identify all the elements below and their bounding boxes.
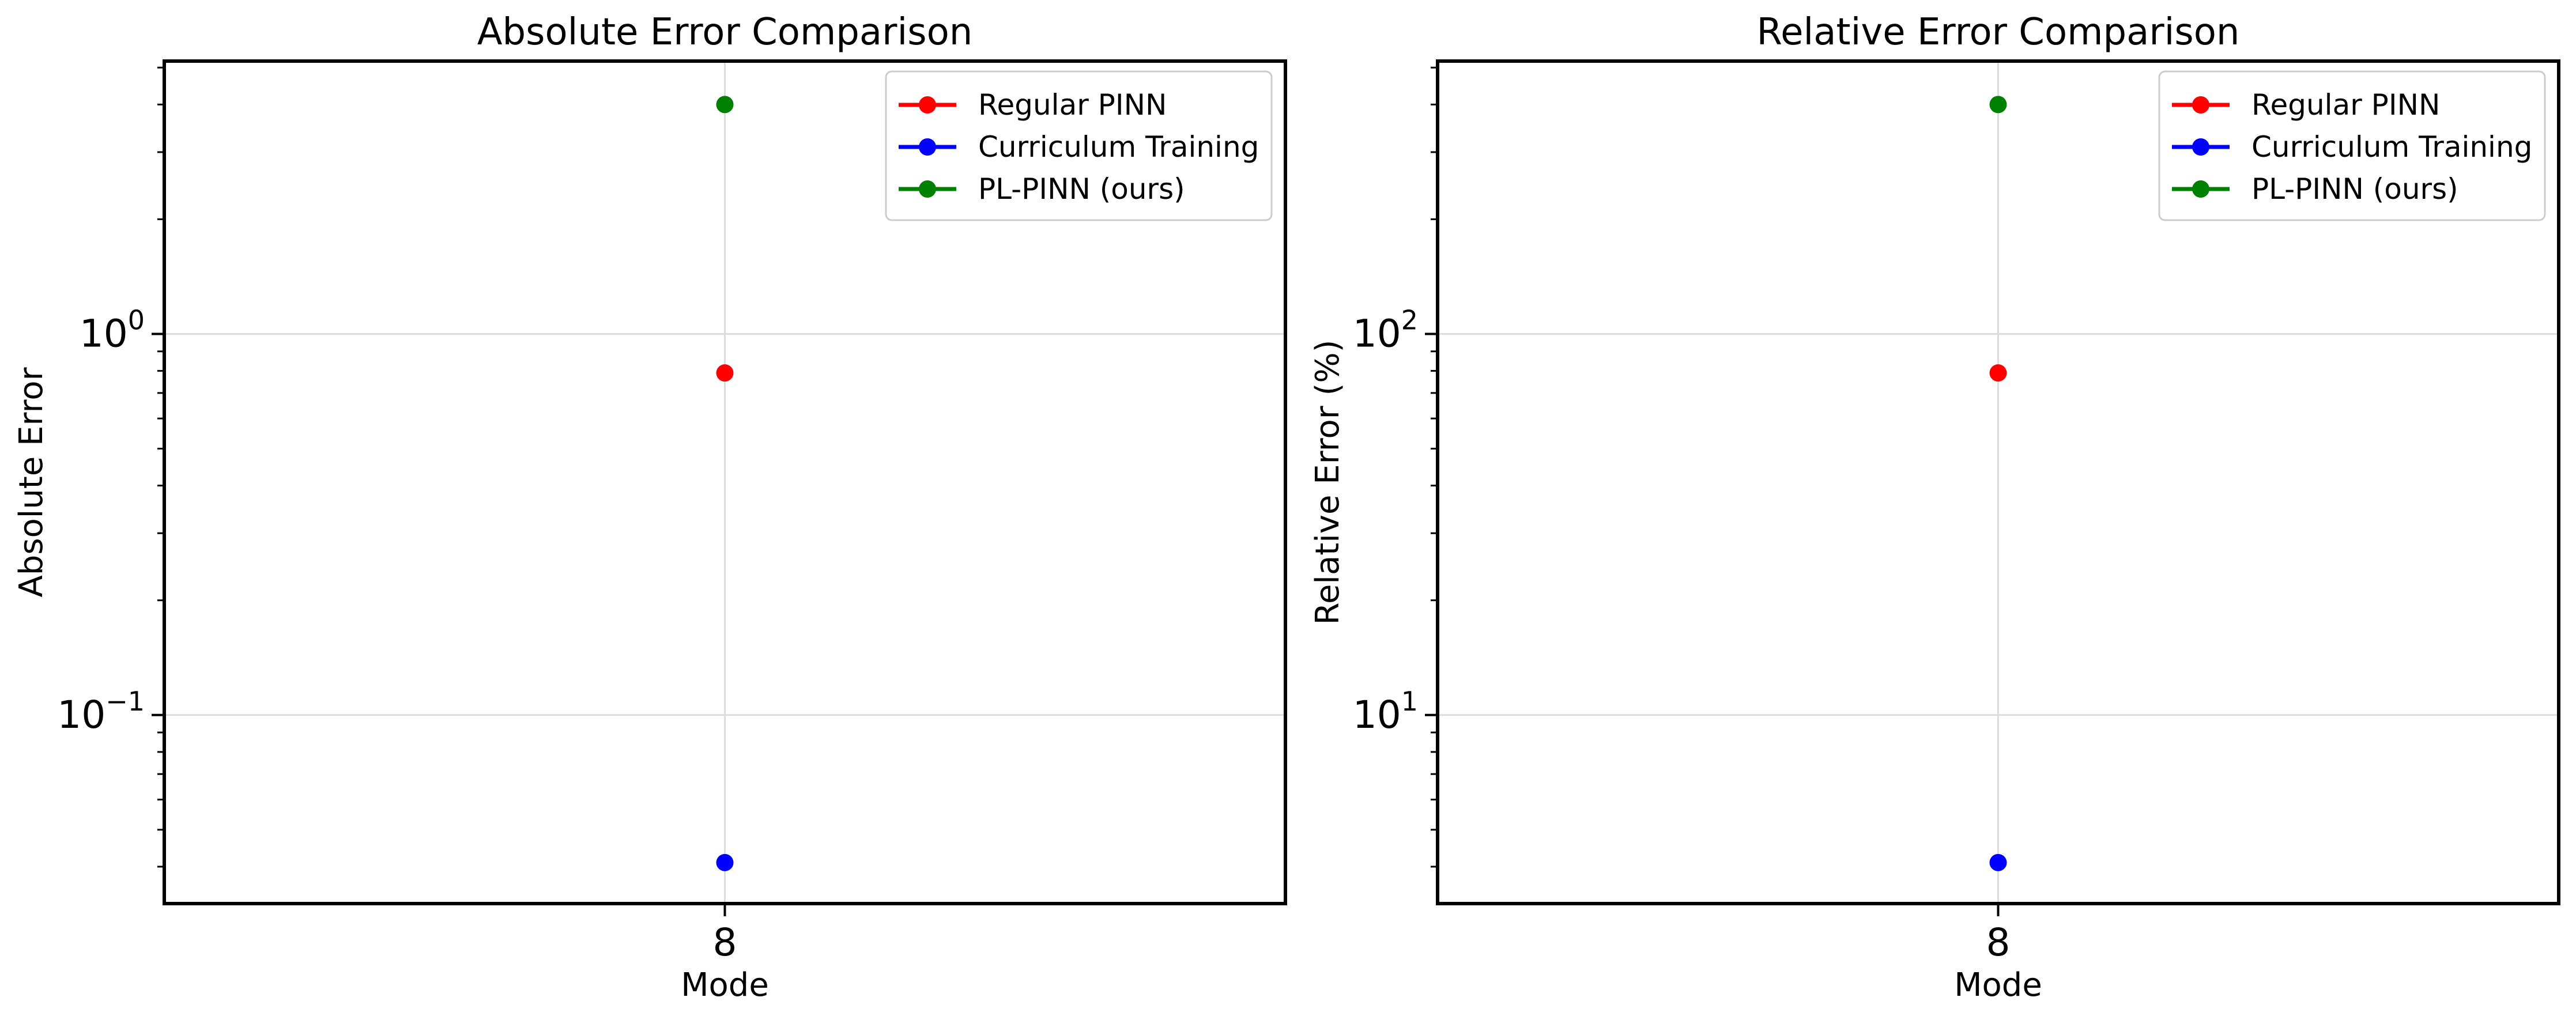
legend-marker xyxy=(919,96,936,114)
legend-label: PL-PINN (ours) xyxy=(2251,172,2458,206)
data-point-curriculum-training xyxy=(1989,853,2007,871)
data-point-pl-pinn-ours xyxy=(716,96,734,114)
y-axis-label: Relative Error (%) xyxy=(1309,340,1347,625)
chart-title: Relative Error Comparison xyxy=(1757,11,2240,54)
chart-panel-1: 10−1 100 8 Absolute Error Comparison Mode Abs… xyxy=(13,11,1287,1004)
legend-marker xyxy=(919,138,936,156)
x-axis-label: Mode xyxy=(1954,966,2042,1004)
data-point-curriculum-training xyxy=(716,853,734,871)
x-axis-label: Mode xyxy=(681,966,769,1004)
legend: Regular PINN Curriculum Training PL-PINN (… xyxy=(2158,70,2546,221)
legend-marker xyxy=(919,180,936,198)
data-point-regular-pinn xyxy=(716,364,734,382)
y-tick-label: 102 xyxy=(1353,304,1418,356)
legend-box xyxy=(885,70,1273,221)
legend-label: Regular PINN xyxy=(2251,88,2440,122)
plot-frame xyxy=(1436,59,2560,905)
y-tick-label: 10−1 xyxy=(57,686,145,737)
y-tick-label: 100 xyxy=(80,304,145,356)
x-tick-label: 8 xyxy=(713,920,737,965)
legend-label: PL-PINN (ours) xyxy=(978,172,1185,206)
chart-title: Absolute Error Comparison xyxy=(477,11,973,54)
plot-frame xyxy=(163,59,1287,905)
legend-marker xyxy=(2192,138,2209,156)
y-axis-label: Absolute Error xyxy=(13,367,50,598)
legend-box xyxy=(2158,70,2546,221)
chart-panel-2: 101 102 8 Relative Error Comparison Mode Rela… xyxy=(1309,11,2560,1004)
legend-marker xyxy=(2192,96,2209,114)
legend: Regular PINN Curriculum Training PL-PINN (… xyxy=(885,70,1273,221)
legend-label: Curriculum Training xyxy=(978,130,1259,164)
legend-marker xyxy=(2192,180,2209,198)
x-tick-label: 8 xyxy=(1986,920,2011,965)
y-tick-label: 101 xyxy=(1353,686,1418,737)
data-point-regular-pinn xyxy=(1989,364,2007,382)
legend-label: Curriculum Training xyxy=(2251,130,2532,164)
data-point-pl-pinn-ours xyxy=(1989,96,2007,114)
legend-label: Regular PINN xyxy=(978,88,1167,122)
